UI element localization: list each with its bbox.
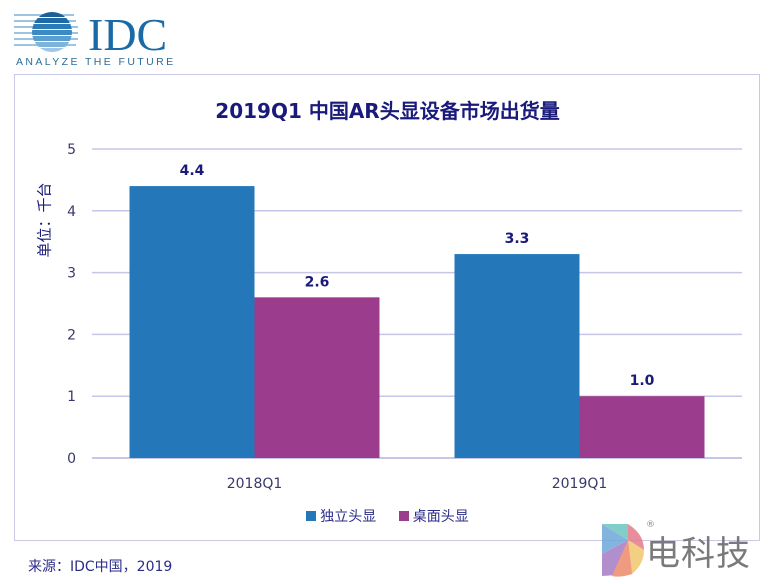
bar-standalone-2018Q1 [129, 186, 255, 458]
idc-logo: IDC ANALYZE THE FUTURE [14, 6, 184, 68]
y-tick-label: 5 [67, 142, 76, 158]
bar-standalone-2019Q1 [454, 254, 580, 458]
y-tick-label: 2 [67, 327, 76, 343]
y-tick-label: 3 [67, 266, 76, 282]
x-tick-label: 2019Q1 [552, 476, 608, 492]
legend: 独立头显 桌面头显 [0, 506, 775, 526]
idc-globe-icon [14, 12, 78, 52]
y-tick-label: 0 [67, 451, 76, 467]
legend-label-standalone: 独立头显 [320, 509, 377, 525]
watermark: ® 电科技 [598, 518, 773, 582]
legend-item-standalone: 独立头显 [306, 506, 376, 526]
data-label: 3.3 [505, 231, 530, 247]
bar-desktop-2018Q1 [254, 297, 380, 458]
chart-title: 2019Q1 中国AR头显设备市场出货量 [215, 99, 560, 123]
chart-frame [14, 74, 760, 541]
registered-mark: ® [646, 520, 655, 530]
data-label: 4.4 [180, 163, 205, 179]
y-tick-label: 4 [67, 204, 76, 220]
logo-tagline: ANALYZE THE FUTURE [16, 56, 176, 68]
y-tick-label: 1 [67, 389, 76, 405]
watermark-text: 电科技 [646, 534, 751, 574]
logo-text: IDC [88, 9, 168, 60]
data-label: 2.6 [305, 274, 330, 290]
legend-label-desktop: 桌面头显 [412, 509, 469, 525]
data-label: 1.0 [630, 373, 655, 389]
watermark-logo-icon [602, 524, 644, 577]
legend-item-desktop: 桌面头显 [398, 506, 469, 526]
legend-swatch-standalone [306, 511, 317, 521]
x-tick-label: 2018Q1 [227, 476, 283, 492]
legend-swatch-desktop [398, 511, 409, 521]
bar-desktop-2019Q1 [579, 396, 705, 458]
source-note: 来源：IDC中国，2019 [28, 559, 173, 575]
